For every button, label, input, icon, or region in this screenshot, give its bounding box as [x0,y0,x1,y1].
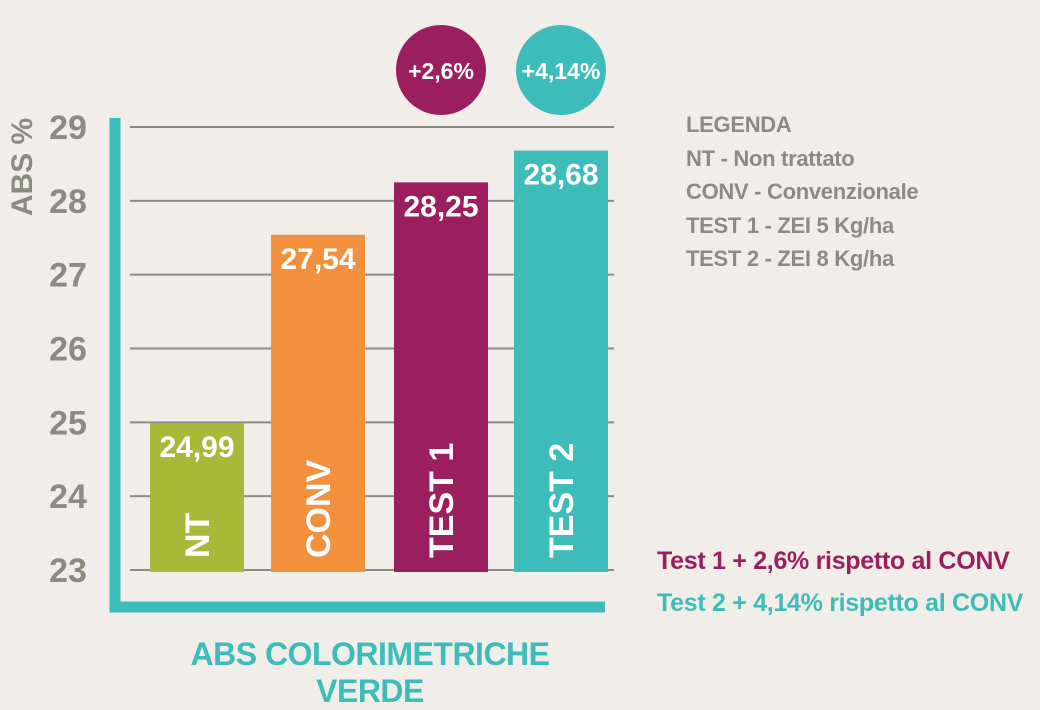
legend-item-test2: TEST 2 - ZEI 8 Kg/ha [686,246,894,271]
bar-test1 [394,182,488,572]
badge-text-test2: +4,14% [522,58,601,84]
legend-item-test1: TEST 1 - ZEI 5 Kg/ha [686,212,894,238]
value-label-conv: 27,54 [280,243,355,276]
y-tick-label: 24 [49,478,87,516]
legend-title: LEGENDA [686,112,792,137]
value-label-test1: 28,25 [403,190,478,223]
y-tick-labels: 23 24 25 26 27 28 29 [49,109,87,590]
y-tick-label: 29 [49,109,87,147]
y-axis-label: ABS % [6,118,39,216]
value-label-nt: 24,99 [159,431,234,464]
y-tick-label: 23 [49,552,87,590]
bar-test2 [514,150,608,573]
y-tick-label: 26 [49,331,87,369]
bar-nt [150,423,244,572]
y-tick-label: 25 [49,404,87,442]
badge-circle-test2 [516,25,606,115]
category-label-test1: TEST 1 [423,443,461,558]
note-test2: Test 2 + 4,14% rispetto al CONV [657,589,1024,617]
comparison-notes: Test 1 + 2,6% rispetto al CONV Test 2 + … [657,540,1023,624]
badge-circle-test1 [396,25,486,115]
chart-axis-frame [109,118,605,613]
badge-text-test1: +2,6% [408,58,474,84]
axes [109,118,605,613]
value-label-test2: 28,68 [523,159,598,192]
category-label-conv: CONV [300,459,338,558]
bar-conv [271,234,365,572]
note-test1: Test 1 + 2,6% rispetto al CONV [657,547,1010,575]
legend-item-conv: CONV - Convenzionale [686,179,919,204]
bar-chart: 23 24 25 26 27 28 29 ABS % 24,99 NT 27,54 CONV 28,… [6,25,614,613]
bars: 24,99 NT 27,54 CONV 28,25 TEST 1 28,68 TEST 2 [150,150,608,573]
category-label-nt: NT [179,512,217,558]
y-tick-label: 28 [49,183,87,221]
y-tick-label: 27 [49,257,87,295]
badges: +2,6% +4,14% [396,25,606,115]
legend-item-nt: NT - Non trattato [686,145,855,171]
category-label-test2: TEST 2 [543,443,581,558]
legend: LEGENDA NT - Non trattato CONV - Convenz… [686,108,919,276]
x-axis-title: ABS COLORIMETRICHE VERDE [190,636,551,709]
